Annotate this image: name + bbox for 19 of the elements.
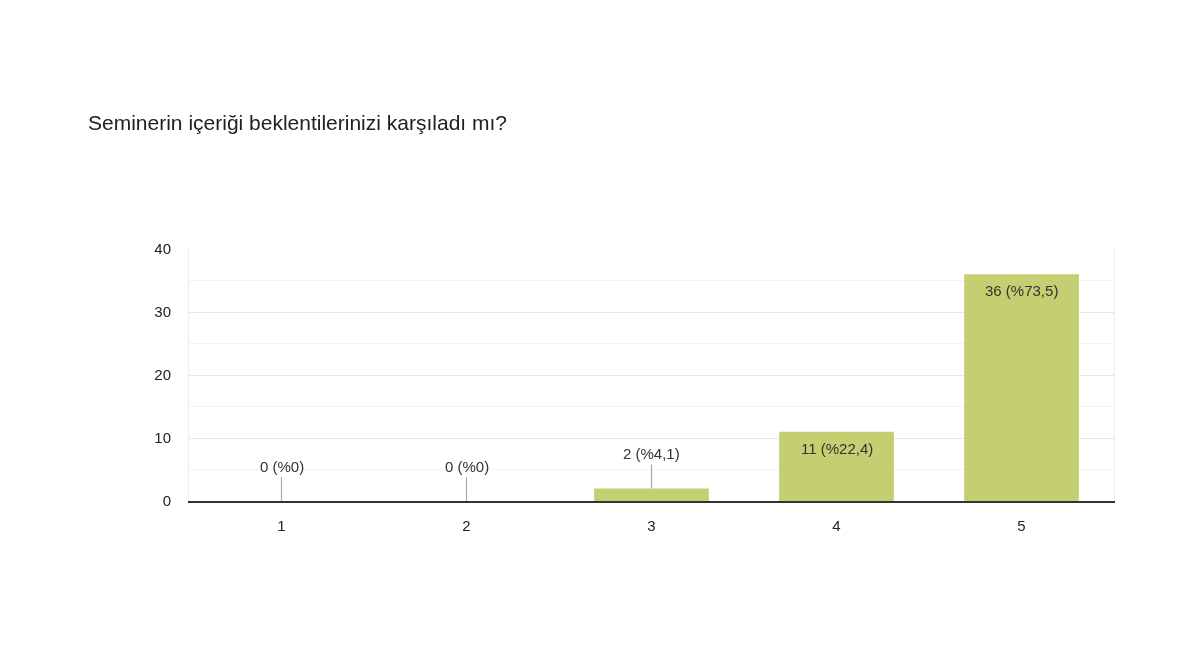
y-tick-label: 40 — [154, 240, 171, 258]
data-label: 0 (%0) — [260, 458, 305, 475]
bar — [964, 274, 1079, 501]
x-tick-label: 5 — [1017, 516, 1026, 534]
bar — [594, 488, 709, 501]
x-tick-label: 2 — [462, 516, 471, 534]
chart-title: Seminerin içeriği beklentilerinizi karşıladı mı? — [88, 110, 507, 134]
data-label: 0 (%0) — [445, 458, 490, 475]
data-label: 11 (%22,4) — [801, 440, 874, 457]
x-tick-label: 3 — [647, 516, 656, 534]
y-tick-label: 10 — [154, 429, 171, 447]
x-tick-label: 1 — [277, 516, 286, 534]
x-tick-label: 4 — [832, 516, 841, 534]
data-label: 2 (%4,1) — [623, 445, 680, 462]
y-tick-label: 20 — [154, 366, 171, 384]
y-tick-label: 0 — [162, 492, 171, 510]
data-label: 36 (%73,5) — [985, 282, 1059, 299]
bar — [779, 431, 894, 501]
y-tick-label: 30 — [154, 303, 171, 321]
